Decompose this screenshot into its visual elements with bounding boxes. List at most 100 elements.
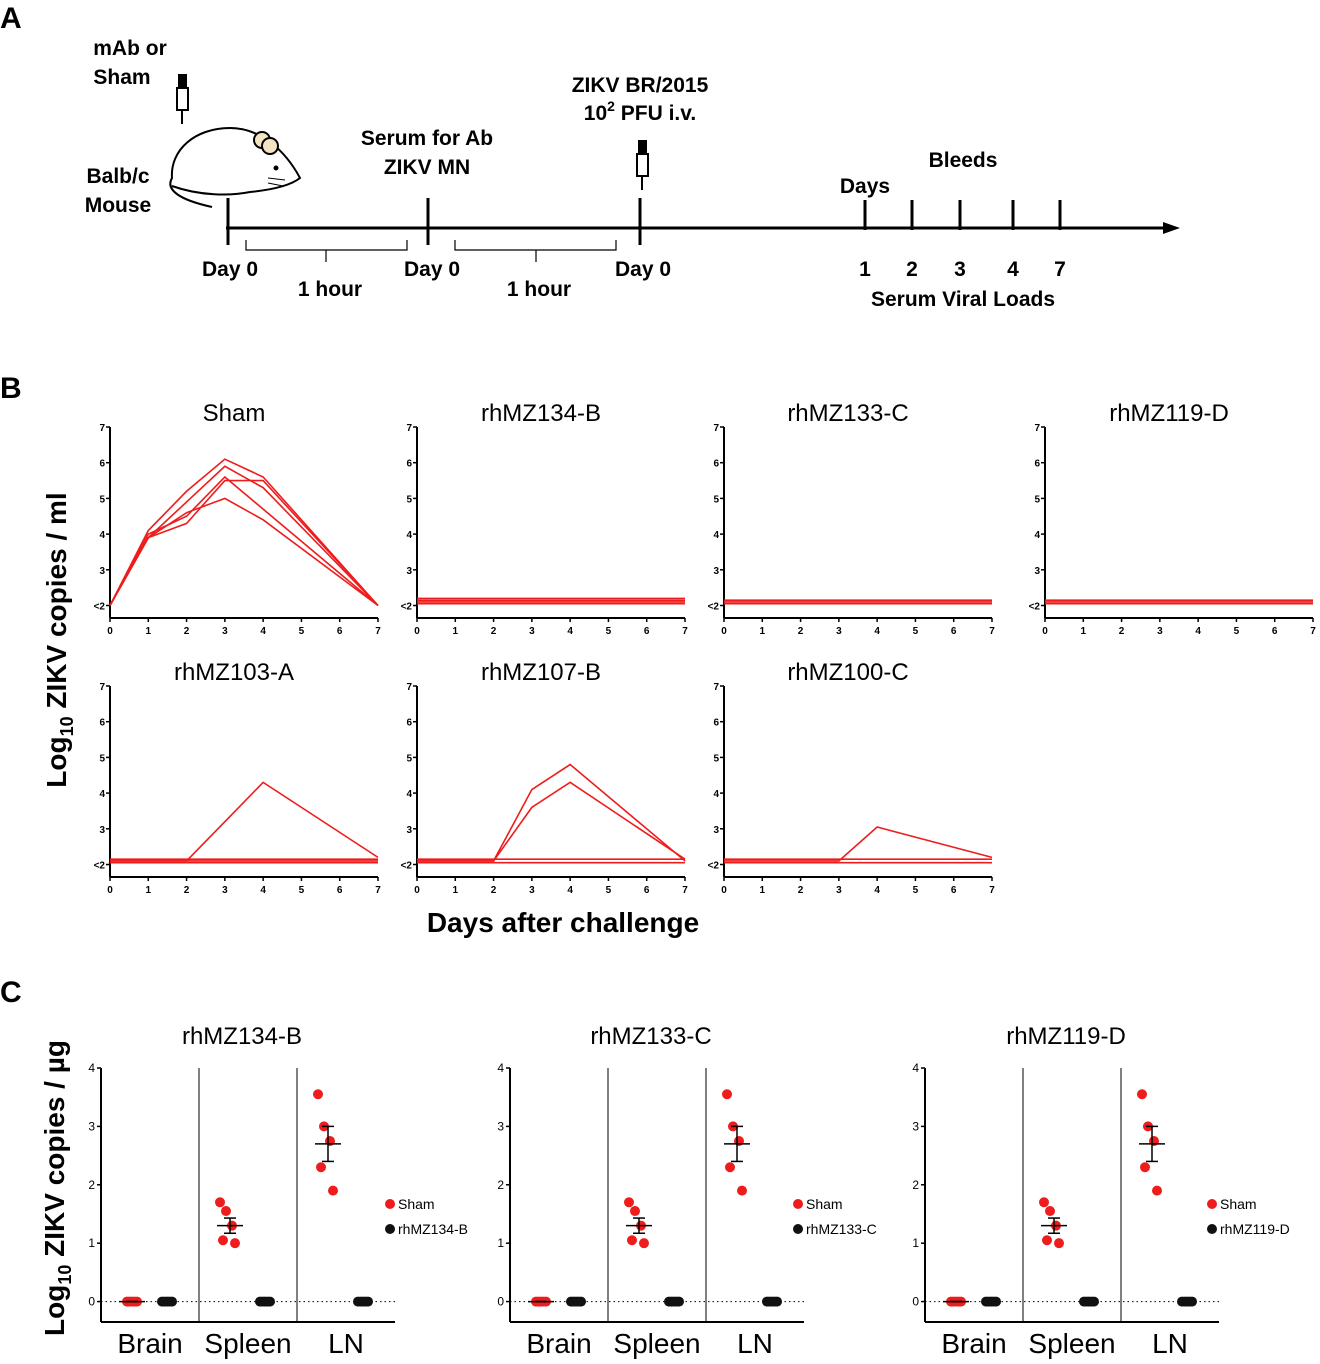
x-tick-label: 0 — [721, 626, 727, 637]
x-tick-label: 3 — [222, 885, 228, 896]
data-point — [991, 1296, 1001, 1307]
diagram-label: 1 — [859, 258, 871, 281]
y-tick-label: 3 — [406, 566, 412, 577]
y-tick-label: 4 — [713, 530, 719, 541]
x-tick-label: 0 — [1042, 626, 1048, 637]
diagram-label: 7 — [1054, 258, 1066, 281]
x-tick-label: 5 — [1234, 626, 1240, 637]
line-chart: rhMZ100-C <2 3 4 5 6 7 0 1 2 3 4 5 6 7 — [708, 659, 996, 896]
diagram-label: Sham — [93, 66, 150, 89]
diagram-label: 102 PFU i.v. — [584, 98, 696, 125]
x-tick-label: Spleen — [613, 1328, 700, 1359]
line-chart: rhMZ119-D <2 3 4 5 6 7 0 1 2 3 4 5 6 7 — [1029, 400, 1317, 637]
x-tick-label: 5 — [913, 626, 919, 637]
legend-label: rhMZ134-B — [398, 1221, 468, 1237]
x-tick-label: 6 — [1272, 626, 1278, 637]
data-point — [725, 1162, 735, 1173]
data-point — [639, 1238, 649, 1249]
line-chart: rhMZ103-A <2 3 4 5 6 7 0 1 2 3 4 5 6 7 — [94, 659, 382, 896]
diagram-label: Day 0 — [202, 258, 258, 281]
line-chart: rhMZ133-C <2 3 4 5 6 7 0 1 2 3 4 5 6 7 — [708, 400, 996, 637]
line-chart: rhMZ134-B <2 3 4 5 6 7 0 1 2 3 4 5 6 7 — [401, 400, 689, 637]
x-tick-label: 7 — [1310, 626, 1316, 637]
x-tick-label: 0 — [107, 626, 113, 637]
x-tick-label: 4 — [874, 626, 880, 637]
x-tick-label: 5 — [913, 885, 919, 896]
x-tick-label: 4 — [567, 626, 573, 637]
y-tick-label: 6 — [1034, 459, 1040, 470]
y-tick-label: 7 — [406, 423, 412, 434]
data-point — [772, 1296, 782, 1307]
y-tick-label: 6 — [406, 459, 412, 470]
x-tick-label: 1 — [453, 626, 459, 637]
legend-marker — [385, 1199, 395, 1209]
panel-label: B — [0, 372, 22, 405]
chart-title: rhMZ133-C — [787, 400, 908, 427]
x-axis-label: Days after challenge — [427, 907, 699, 938]
legend-marker — [793, 1199, 803, 1209]
x-tick-label: 7 — [989, 626, 995, 637]
bleed-days: 1 2 3 4 7 — [859, 200, 1066, 281]
x-tick-label: 0 — [721, 885, 727, 896]
data-point — [624, 1197, 634, 1208]
data-line — [417, 781, 686, 862]
data-point — [215, 1197, 225, 1208]
data-point — [1089, 1296, 1099, 1307]
x-tick-label: Spleen — [204, 1328, 291, 1359]
y-tick-label: 7 — [99, 423, 105, 434]
syringe-icon — [176, 74, 649, 190]
mean-error-bar — [1139, 1125, 1165, 1163]
diagram-label: Balb/c — [86, 165, 149, 188]
x-tick-label: 6 — [337, 885, 343, 896]
legend-label: rhMZ133-C — [806, 1221, 877, 1237]
data-point — [363, 1296, 373, 1307]
chart-title: rhMZ103-A — [174, 659, 294, 686]
chart-title: rhMZ119-D — [1109, 400, 1229, 427]
legend-label: Sham — [398, 1196, 435, 1212]
x-tick-label: 1 — [146, 885, 152, 896]
y-tick-label: 2 — [497, 1178, 504, 1192]
data-point — [722, 1089, 732, 1100]
y-tick-label: 4 — [99, 530, 105, 541]
data-point — [1140, 1162, 1150, 1173]
y-tick-label: 5 — [99, 753, 105, 764]
diagram-label: Day 0 — [615, 258, 671, 281]
x-tick-label: 5 — [606, 626, 612, 637]
y-tick-label: <2 — [708, 861, 720, 872]
bracket — [245, 240, 617, 262]
y-tick-label: 4 — [406, 789, 412, 800]
y-tick-label: 6 — [713, 459, 719, 470]
diagram-label: mAb or — [93, 37, 167, 60]
data-point — [1187, 1296, 1197, 1307]
timeline-labels: mAb or Sham Balb/c Mouse Serum for Ab ZI… — [85, 37, 1055, 311]
chart-title: rhMZ119-D — [1006, 1023, 1126, 1050]
y-axis-label: Log10 ZIKV copies / ml — [41, 492, 77, 787]
data-point — [737, 1185, 747, 1196]
diagram-label: 1 hour — [507, 278, 571, 301]
x-tick-label: 6 — [644, 626, 650, 637]
y-tick-label: 3 — [1034, 566, 1040, 577]
x-tick-label: 3 — [222, 626, 228, 637]
x-tick-label: 4 — [874, 885, 880, 896]
label-part: Log — [39, 1285, 70, 1336]
y-tick-label: 2 — [912, 1178, 919, 1192]
y-tick-label: 3 — [912, 1119, 919, 1133]
y-tick-label: 6 — [406, 718, 412, 729]
legend-label: Sham — [1220, 1196, 1257, 1212]
y-tick-label: 7 — [713, 682, 719, 693]
x-tick-label: 2 — [798, 885, 804, 896]
x-tick-label: 0 — [107, 885, 113, 896]
y-tick-label: 7 — [1034, 423, 1040, 434]
mean-error-bar — [1041, 1217, 1067, 1234]
y-tick-label: <2 — [708, 602, 720, 613]
diagram-label: Day 0 — [404, 258, 460, 281]
dose-sup: 2 — [607, 98, 615, 114]
panel-label: A — [0, 2, 22, 35]
data-line — [109, 475, 379, 607]
data-point — [1045, 1206, 1055, 1217]
data-line — [724, 826, 993, 862]
diagram-label: Days — [840, 175, 890, 198]
x-tick-label: 6 — [951, 626, 957, 637]
data-point — [218, 1235, 228, 1246]
